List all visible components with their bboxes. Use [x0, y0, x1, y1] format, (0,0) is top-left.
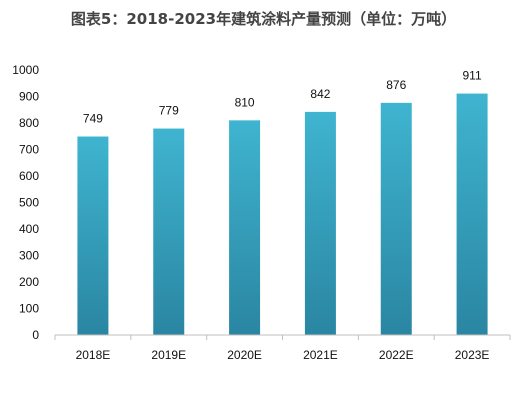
y-tick-label: 1000 [12, 63, 39, 77]
chart-title: 图表5：2018-2023年建筑涂料产量预测（单位：万吨） [70, 10, 457, 28]
x-tick-label: 2018E [76, 348, 111, 362]
y-tick-label: 900 [19, 90, 39, 104]
data-label: 779 [159, 104, 179, 118]
bar [229, 120, 261, 335]
y-tick-label: 800 [19, 116, 39, 130]
bar [153, 128, 185, 335]
y-tick-label: 500 [19, 196, 39, 210]
y-tick-label: 200 [19, 275, 39, 289]
data-label: 876 [386, 78, 406, 92]
y-tick-label: 700 [19, 143, 39, 157]
x-tick-label: 2021E [303, 348, 338, 362]
x-tick-label: 2022E [379, 348, 414, 362]
y-tick-label: 600 [19, 169, 39, 183]
data-label: 749 [83, 112, 103, 126]
y-tick-label: 400 [19, 222, 39, 236]
x-tick-label: 2019E [151, 348, 186, 362]
y-tick-label: 300 [19, 249, 39, 263]
bar [456, 93, 488, 336]
x-tick-label: 2023E [455, 348, 490, 362]
bar [304, 111, 336, 336]
y-tick-label: 0 [32, 328, 39, 342]
bar [77, 136, 109, 335]
data-label: 810 [235, 95, 255, 109]
data-label: 911 [463, 69, 482, 83]
y-tick-label: 100 [19, 302, 39, 316]
x-tick-label: 2020E [227, 348, 262, 362]
bars-group: 749 779 810 842 876 911 [77, 69, 488, 336]
axes-group: 0 100 200 300 400 500 600 700 800 900 1000 2018E 201… [12, 63, 511, 362]
bar [380, 102, 412, 335]
data-label: 842 [310, 87, 330, 101]
